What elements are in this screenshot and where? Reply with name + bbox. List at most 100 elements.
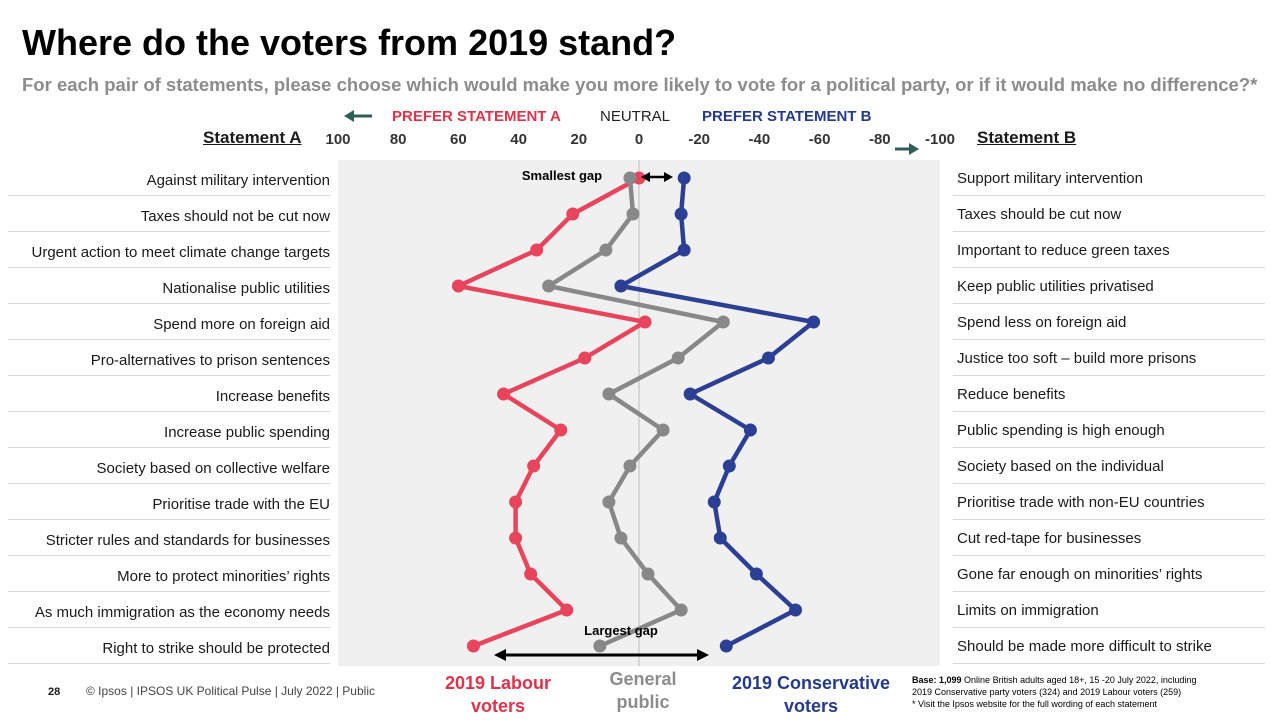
row-divider-left	[8, 555, 330, 556]
statement-b-item: Justice too soft – build more prisons	[957, 350, 1197, 367]
page-subtitle: For each pair of statements, please choo…	[22, 74, 1258, 95]
page-title: Where do the voters from 2019 stand?	[22, 22, 677, 63]
statement-b-item: Public spending is high enough	[957, 422, 1165, 439]
x-tick-label: -100	[925, 131, 955, 148]
statement-a-item: More to protect minorities’ rights	[117, 568, 330, 585]
labour-series-line	[456, 176, 648, 649]
general-data-point	[623, 171, 637, 185]
general-data-point	[602, 387, 616, 401]
decorations	[344, 110, 919, 661]
base-note-line-2: 2019 Conservative party voters (324) and…	[912, 687, 1182, 697]
conservative-data-point	[614, 279, 628, 293]
labour-data-point	[560, 603, 574, 617]
conservative-data-point	[677, 243, 691, 257]
row-divider-right	[953, 627, 1265, 628]
row-divider-right	[953, 663, 1265, 664]
x-tick-label: 80	[390, 131, 407, 148]
base-note: Base: 1,099 Online British adults aged 1…	[912, 674, 1196, 710]
x-tick-label: 40	[510, 131, 527, 148]
statement-a-item: Right to strike should be protected	[102, 640, 330, 657]
statement-b-item: Support military intervention	[957, 170, 1143, 187]
row-divider-left	[8, 231, 330, 232]
x-tick-label: 0	[635, 131, 643, 148]
general-data-point	[623, 459, 637, 473]
largest-gap-annotation: Largest gap	[584, 623, 658, 638]
labour-data-point	[466, 639, 480, 653]
statement-a-item: Prioritise trade with the EU	[152, 496, 330, 513]
series-lines	[456, 176, 816, 649]
statement-a-item: As much immigration as the economy needs	[34, 604, 330, 621]
row-divider-left	[8, 591, 330, 592]
general-data-point	[674, 603, 688, 617]
row-divider-left	[8, 447, 330, 448]
x-axis-ticks: 100 80 60 40 20 0 -20 -40 -60 -80 -100	[325, 131, 955, 148]
statement-b-item: Society based on the individual	[957, 458, 1164, 475]
labour-data-point	[638, 315, 652, 329]
statement-a-item: Taxes should not be cut now	[140, 208, 330, 225]
x-tick-label: 100	[325, 131, 350, 148]
general-data-point	[626, 207, 640, 221]
statement-a-header: Statement A	[203, 128, 302, 147]
general-data-point	[599, 243, 613, 257]
labour-data-point	[530, 243, 544, 257]
smallest-gap-arrowhead-right-icon	[664, 172, 673, 182]
row-divider-right	[953, 447, 1265, 448]
statement-b-item: Important to reduce green taxes	[957, 242, 1170, 259]
general-data-point	[593, 639, 607, 653]
general-data-point	[656, 423, 670, 437]
conservative-data-point	[683, 387, 697, 401]
neutral-label: NEUTRAL	[600, 108, 671, 125]
base-note-line-1: Base: 1,099 Online British adults aged 1…	[912, 674, 1196, 686]
smallest-gap-arrowhead-left-icon	[641, 172, 650, 182]
row-divider-left	[8, 303, 330, 304]
labour-data-point	[451, 279, 465, 293]
statement-a-item: Stricter rules and standards for busines…	[45, 532, 330, 549]
labour-series-label: 2019 Labour voters	[444, 673, 552, 716]
conservative-data-point	[677, 171, 691, 185]
row-divider-left	[8, 519, 330, 520]
statement-a-item: Pro-alternatives to prison sentences	[90, 352, 330, 369]
statement-a-item: Nationalise public utilities	[162, 280, 330, 297]
labour-data-point	[554, 423, 568, 437]
row-divider-right	[953, 267, 1265, 268]
statement-a-item: Urgent action to meet climate change tar…	[31, 244, 331, 261]
row-divider-right	[953, 483, 1265, 484]
row-divider-left	[8, 375, 330, 376]
conservative-data-point	[713, 531, 727, 545]
statement-b-item: Spend less on foreign aid	[957, 314, 1127, 331]
conservative-data-point	[722, 459, 736, 473]
statement-a-item: Spend more on foreign aid	[153, 316, 330, 333]
conservative-series-label: 2019 Conservative voters	[731, 673, 891, 716]
conservative-data-point	[807, 315, 821, 329]
labour-data-point	[524, 567, 538, 581]
row-divider-left	[8, 411, 330, 412]
statement-b-item: Should be made more difficult to strike	[957, 638, 1212, 655]
row-divider-right	[953, 303, 1265, 304]
x-tick-label: 60	[450, 131, 467, 148]
general-data-point	[641, 567, 655, 581]
smallest-gap-annotation: Smallest gap	[522, 168, 602, 183]
general-data-point	[716, 315, 730, 329]
largest-gap-arrowhead-right-icon	[697, 649, 709, 661]
left-arrowhead-icon	[344, 110, 354, 122]
labour-data-point	[527, 459, 541, 473]
conservative-data-point	[761, 351, 775, 365]
conservative-data-point	[719, 639, 733, 653]
base-note-bold: Base: 1,099	[912, 675, 962, 685]
general-data-point	[671, 351, 685, 365]
labour-data-point	[566, 207, 580, 221]
statement-b-item: Gone far enough on minorities’ rights	[957, 566, 1203, 583]
row-divider-right	[953, 591, 1265, 592]
row-divider-right	[953, 555, 1265, 556]
labour-data-point	[578, 351, 592, 365]
row-divider-right	[953, 411, 1265, 412]
conservative-data-point	[674, 207, 688, 221]
conservative-series-line	[618, 177, 816, 648]
statement-b-header: Statement B	[977, 128, 1077, 147]
x-tick-label: -60	[809, 131, 831, 148]
base-note-rest: Online British adults aged 18+, 15 -20 J…	[961, 675, 1197, 685]
statement-a-item: Society based on collective welfare	[96, 460, 330, 477]
statement-b-item: Keep public utilities privatised	[957, 278, 1154, 295]
statement-a-item: Increase benefits	[215, 388, 330, 405]
row-divider-right	[953, 231, 1265, 232]
